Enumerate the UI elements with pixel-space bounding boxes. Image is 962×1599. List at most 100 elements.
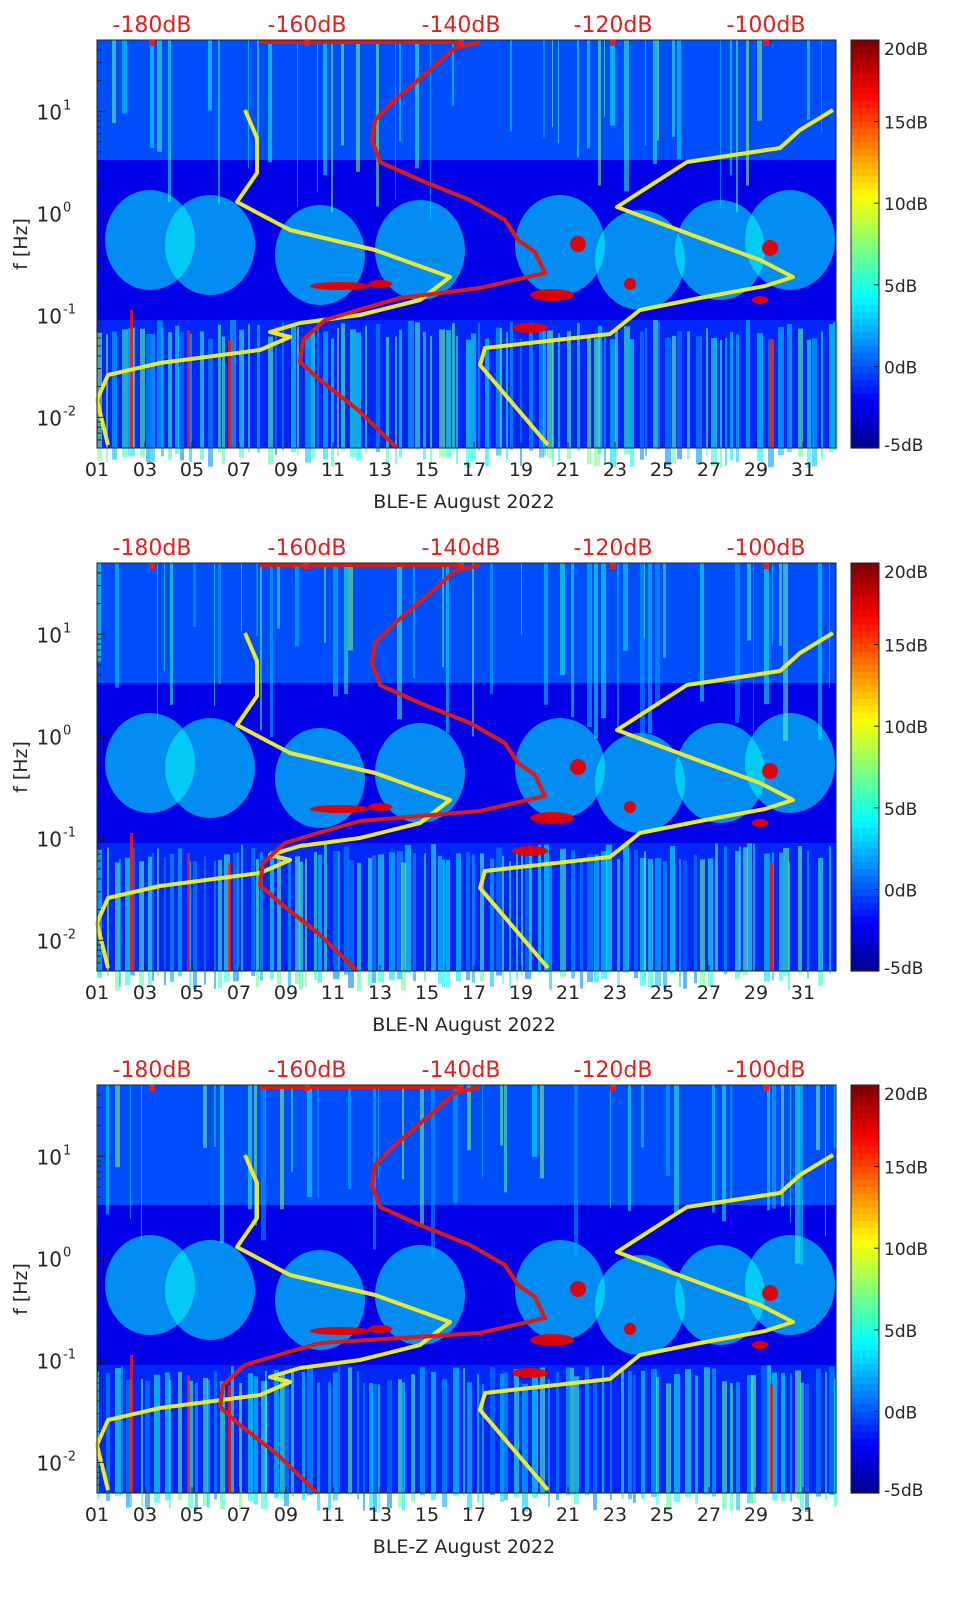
y-tick-exponent: -2 (63, 927, 76, 942)
top-tick-label: -100dB (727, 1058, 806, 1083)
top-tick (458, 40, 464, 46)
x-tick-label: 23 (603, 982, 627, 1004)
y-tick-exponent: 0 (63, 723, 71, 738)
x-tick-label: 03 (133, 982, 157, 1004)
y-axis-label: f [Hz] (10, 741, 32, 793)
colorbar-tick-label: 15dB (884, 1159, 928, 1179)
spectrogram (97, 1085, 837, 1513)
x-tick-label: 29 (744, 459, 768, 481)
noise-curve (298, 40, 547, 450)
x-tick-label: 13 (368, 1504, 392, 1526)
overlay-curves (95, 40, 835, 450)
x-tick-label: 07 (227, 1504, 251, 1526)
colorbar-tick-label: 0dB (884, 881, 917, 901)
top-tick-label: -180dB (113, 13, 192, 38)
colorbar-tick-label: -5dB (884, 436, 923, 456)
colorbar-tick-label: 5dB (884, 1322, 917, 1342)
x-tick-label: 17 (462, 1504, 486, 1526)
top-tick (304, 563, 310, 569)
y-tick-label: 10 (37, 1349, 62, 1373)
noise-curve (258, 563, 547, 973)
model-curve-low (95, 109, 452, 446)
colorbar-tick-label: 10dB (884, 718, 928, 738)
x-tick-label: 05 (180, 1504, 204, 1526)
x-tick-label: 29 (744, 982, 768, 1004)
colorbar-tick-label: 5dB (884, 277, 917, 297)
top-tick (610, 40, 616, 46)
y-tick-exponent: 0 (63, 200, 71, 215)
x-tick-label: 07 (227, 459, 251, 481)
x-tick-label: 27 (697, 982, 721, 1004)
x-tick-label: 11 (321, 1504, 345, 1526)
y-tick-label: 10 (37, 623, 62, 647)
x-tick-label: 15 (415, 1504, 439, 1526)
top-tick (610, 1085, 616, 1091)
colorbar-tick-label: 20dB (884, 1085, 928, 1105)
x-axis-label: BLE-E August 2022 (373, 491, 554, 513)
x-tick-label: 21 (556, 459, 580, 481)
top-tick-label: -160dB (268, 13, 347, 38)
x-tick-label: 09 (274, 982, 298, 1004)
top-tick (610, 563, 616, 569)
colorbar-tick-label: 0dB (884, 1403, 917, 1423)
x-tick-label: 27 (697, 459, 721, 481)
y-tick-exponent: 1 (63, 1143, 71, 1158)
colorbar: -5dB 0dB 5dB 10dB 15dB 20dB (850, 1084, 928, 1501)
x-tick-label: 17 (462, 982, 486, 1004)
model-curve-high (478, 108, 835, 447)
colorbar: -5dB 0dB 5dB 10dB 15dB 20dB (850, 562, 928, 979)
top-tick-label: -120dB (574, 13, 653, 38)
colorbar-tick-label: 10dB (884, 195, 928, 215)
spectrogram (97, 40, 838, 468)
top-tick (149, 1085, 155, 1091)
colorbar-tick-label: 20dB (884, 40, 928, 60)
colorbar-tick-label: 0dB (884, 358, 917, 378)
model-curve-low (95, 632, 452, 969)
top-tick (149, 563, 155, 569)
y-tick-label: 10 (37, 100, 62, 124)
x-tick-label: 21 (556, 982, 580, 1004)
spectrogram (97, 563, 836, 991)
y-tick-label: 10 (37, 406, 62, 430)
y-tick-exponent: -1 (63, 302, 76, 317)
x-tick-label: 19 (509, 982, 533, 1004)
x-tick-label: 01 (85, 1504, 109, 1526)
x-tick-label: 31 (791, 982, 815, 1004)
y-tick-label: 10 (37, 202, 62, 226)
noise-curve (218, 1085, 547, 1495)
colorbar-tick-label: 10dB (884, 1240, 928, 1260)
top-tick (458, 1085, 464, 1091)
x-tick-label: 05 (180, 459, 204, 481)
y-tick-label: 10 (37, 929, 62, 953)
top-tick (763, 1085, 769, 1091)
top-tick-label: -140dB (422, 536, 501, 561)
top-tick-label: -180dB (113, 1058, 192, 1083)
top-tick-label: -100dB (727, 13, 806, 38)
x-tick-label: 31 (791, 1504, 815, 1526)
colorbar-tick-label: 15dB (884, 637, 928, 657)
top-tick (304, 40, 310, 46)
x-tick-label: 19 (509, 459, 533, 481)
y-tick-exponent: -1 (63, 1347, 76, 1362)
y-tick-label: 10 (37, 1451, 62, 1475)
colorbar-tick-label: 15dB (884, 114, 928, 134)
x-tick-label: 01 (85, 982, 109, 1004)
y-tick-label: 10 (37, 827, 62, 851)
y-tick-exponent: 1 (63, 98, 71, 113)
colorbar-tick-label: 20dB (884, 563, 928, 583)
overlay-curves (95, 1085, 835, 1495)
model-curve-high (478, 1153, 835, 1492)
top-tick (149, 40, 155, 46)
x-tick-label: 11 (321, 459, 345, 481)
x-tick-label: 17 (462, 459, 486, 481)
y-tick-exponent: -1 (63, 825, 76, 840)
colorbar: -5dB 0dB 5dB 10dB 15dB 20dB (850, 39, 928, 456)
top-tick-label: -160dB (268, 1058, 347, 1083)
x-tick-label: 05 (180, 982, 204, 1004)
model-curve-high (478, 631, 835, 970)
y-tick-exponent: -2 (63, 404, 76, 419)
y-tick-exponent: -2 (63, 1449, 76, 1464)
x-tick-label: 27 (697, 1504, 721, 1526)
x-tick-label: 09 (274, 1504, 298, 1526)
